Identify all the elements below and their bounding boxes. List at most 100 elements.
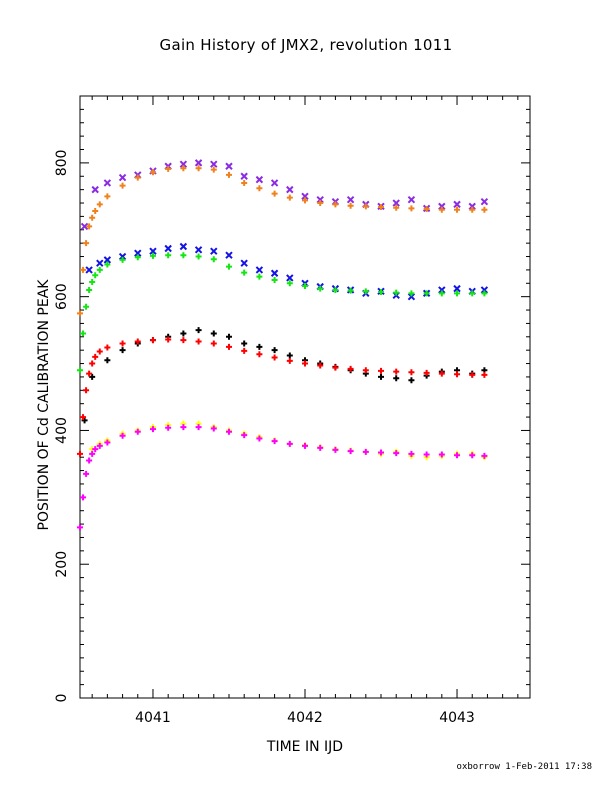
footer-credit: oxborrow 1-Feb-2011 17:38 [456, 762, 592, 772]
data-point [149, 337, 156, 344]
y-tick-label: 0 [54, 694, 70, 703]
data-point [103, 256, 112, 264]
data-point [438, 451, 445, 458]
data-point [481, 290, 488, 297]
data-point [468, 202, 476, 211]
data-point [104, 261, 111, 268]
data-point [210, 166, 217, 173]
data-point [480, 197, 489, 206]
data-point [271, 190, 278, 197]
data-point [195, 327, 202, 334]
y-tick-label: 800 [54, 150, 70, 177]
data-point [241, 347, 248, 354]
data-point [317, 285, 324, 292]
data-point [225, 343, 232, 350]
data-point [271, 347, 278, 354]
data-point [256, 185, 263, 192]
data-point [81, 417, 88, 424]
data-point [241, 432, 248, 439]
data-point [104, 439, 111, 446]
data-point [195, 165, 202, 172]
data-point [241, 179, 248, 186]
data-point [302, 197, 308, 204]
data-point [210, 256, 217, 263]
data-point [332, 286, 339, 293]
data-point [454, 452, 461, 459]
data-point [134, 174, 141, 181]
plot-frame [79, 95, 531, 699]
data-point [119, 256, 126, 263]
data-point [89, 214, 96, 221]
data-point [362, 448, 369, 455]
data-point [85, 266, 93, 274]
data-point [104, 357, 111, 364]
data-point [423, 451, 430, 458]
data-point [225, 263, 232, 270]
data-point [454, 371, 461, 378]
data-point [286, 185, 294, 194]
data-point [286, 194, 293, 201]
data-point [469, 290, 476, 297]
data-point [210, 340, 217, 347]
data-point [103, 179, 112, 187]
data-point [408, 369, 415, 376]
y-tick-label: 200 [54, 551, 70, 578]
data-point [393, 204, 400, 211]
data-point [89, 450, 96, 457]
data-point [240, 259, 248, 267]
data-point [302, 282, 308, 289]
data-point [83, 470, 90, 477]
data-point [453, 284, 461, 293]
data-point [180, 165, 187, 172]
data-point [194, 246, 203, 254]
data-point [407, 292, 416, 301]
series-5 [77, 336, 488, 457]
data-point [165, 252, 172, 259]
data-point [438, 286, 446, 294]
data-point [92, 446, 99, 453]
data-point [347, 448, 354, 455]
data-point [407, 195, 416, 204]
data-point [255, 175, 264, 184]
data-point [481, 452, 488, 459]
data-point [256, 435, 263, 442]
data-point [86, 286, 93, 293]
data-point [134, 338, 141, 345]
data-point [256, 351, 263, 358]
data-point [77, 367, 83, 374]
data-point [210, 160, 218, 168]
data-point [225, 162, 233, 170]
data-point [378, 288, 385, 295]
series-1 [77, 165, 488, 317]
data-point [480, 286, 489, 294]
data-point [469, 371, 476, 378]
data-point [423, 206, 430, 213]
data-point [255, 266, 264, 274]
data-point [241, 340, 248, 347]
data-point [86, 370, 93, 377]
data-point [92, 353, 99, 360]
series-0 [80, 159, 489, 231]
data-point [393, 450, 400, 457]
data-point [210, 247, 218, 255]
data-point [225, 428, 232, 435]
data-point [256, 343, 263, 350]
data-point [302, 442, 308, 449]
data-point [96, 348, 103, 355]
data-point [104, 344, 111, 351]
data-point [347, 287, 354, 294]
data-point [180, 424, 187, 431]
data-point [179, 160, 188, 168]
data-point [149, 247, 157, 255]
data-point [332, 201, 339, 208]
data-point [454, 206, 461, 213]
data-point [180, 337, 187, 344]
data-point [316, 195, 324, 204]
x-tick-label: 4042 [287, 710, 323, 726]
data-point [286, 274, 294, 282]
data-point [80, 222, 89, 231]
data-point [408, 290, 415, 297]
chart-axes: 0 200 400 600 800 4041 4042 4043 [54, 95, 531, 726]
data-point [302, 360, 308, 367]
data-point [119, 340, 126, 347]
